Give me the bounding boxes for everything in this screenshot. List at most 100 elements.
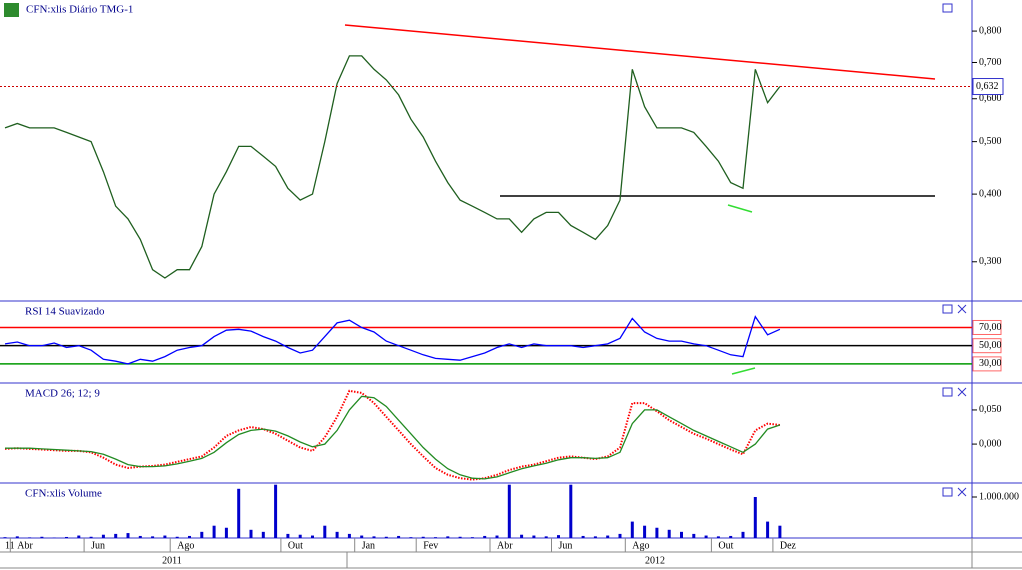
y-tick-label: 0,800 [979,25,1002,36]
volume-bar [520,534,524,538]
volume-bar [434,537,437,538]
x-tick-label: Out [718,540,733,551]
volume-bar [667,529,671,538]
x-tick-label: Out [288,540,303,551]
series-line [5,395,781,480]
volume-bar [446,536,450,538]
y-tick-label: 0,600 [979,93,1002,104]
volume-bar [311,535,314,538]
y-tick-label: 0,050 [979,404,1002,415]
volume-bar [507,484,511,538]
panel-title: CFN:xlis Volume [25,488,102,500]
volume-bar [3,537,7,538]
series-line [4,55,781,279]
level-box [972,356,1002,372]
y-tick-label: 50,00 [979,340,1002,351]
volume-bar [606,535,610,538]
eq-icon[interactable] [4,3,19,17]
volume-bar [421,536,425,538]
volume-bar [323,525,327,538]
volume-bar [77,535,81,538]
volume-bar [28,537,32,538]
volume-bar [397,535,401,538]
year-label: 2012 [645,555,665,566]
x-tick-label: Jan [362,540,375,551]
y-tick-label: 0,300 [979,256,1002,267]
volume-bar [286,533,290,538]
volume-bar [495,535,499,538]
panel-title: CFN:xlis Diário TMG-1 [26,4,133,16]
volume-bar [569,484,573,538]
volume-bar [261,531,265,538]
volume-bar [643,525,647,538]
volume-bar [532,535,536,538]
volume-bar [483,535,487,538]
y-tick-label: 0,500 [979,136,1002,147]
x-tick-label: Dez [780,540,797,551]
y-tick-label: 0,000 [979,438,1002,449]
level-box [972,319,1002,335]
x-tick-label: Jun [559,540,573,551]
volume-bar [200,531,204,538]
year-label: 2011 [162,555,182,566]
volume-bar [544,536,548,538]
volume-bar [40,536,44,538]
volume-bar [138,535,142,538]
volume-bar [188,535,191,538]
current-price-label: 0,632 [976,81,999,92]
y-tick-label: 70,00 [979,322,1002,333]
panel-title: MACD 26; 12; 9 [25,388,100,400]
volume-bar [618,533,622,538]
volume-bar [741,531,745,538]
volume-bar [753,496,757,538]
volume-bar [101,534,105,538]
x-tick-label: Ago [177,540,194,551]
volume-bar [716,536,720,538]
volume-bar [630,521,634,538]
x-tick-label: Fev [423,540,438,551]
volume-bar [593,536,597,538]
x-tick-label: Jun [91,540,105,551]
volume-bar [347,533,351,538]
volume-bar [557,535,560,538]
volume-bar [163,535,167,538]
volume-bar [655,527,659,538]
volume-bar [249,529,253,538]
volume-bar [298,534,302,538]
y-tick-label: 30,00 [979,358,1002,369]
panel-title: RSI 14 Suavizado [25,306,105,318]
volume-bar [175,536,179,538]
volume-bar [458,536,462,538]
level-box [972,338,1002,354]
volume-bar [680,531,683,538]
y-tick-label: 0,700 [979,57,1002,68]
x-tick-label: Abr [17,540,33,551]
volume-bar [384,536,388,538]
volume-bar [692,533,696,538]
volume-bar [766,521,770,538]
divergence-line [727,204,753,213]
volume-bar [224,527,228,538]
volume-bar [409,537,413,538]
y-tick-label: 1.000.000 [979,491,1019,502]
volume-bar [114,533,118,538]
volume-bar [704,535,708,538]
volume-bar [15,536,19,538]
volume-bar [335,531,339,538]
volume-bar [126,533,130,538]
volume-bar [212,525,216,538]
volume-bar [581,535,585,538]
x-tick-label: Ago [632,540,649,551]
volume-bar [274,484,278,538]
volume-bar [470,537,474,538]
panel-buttons[interactable] [942,3,967,497]
trend-line [344,24,936,80]
series-line [4,389,781,481]
current-price-box [972,78,1004,96]
volume-bar [729,535,733,538]
volume-bar [89,536,93,538]
volume-bar [237,488,241,538]
volume-bar [778,525,782,538]
